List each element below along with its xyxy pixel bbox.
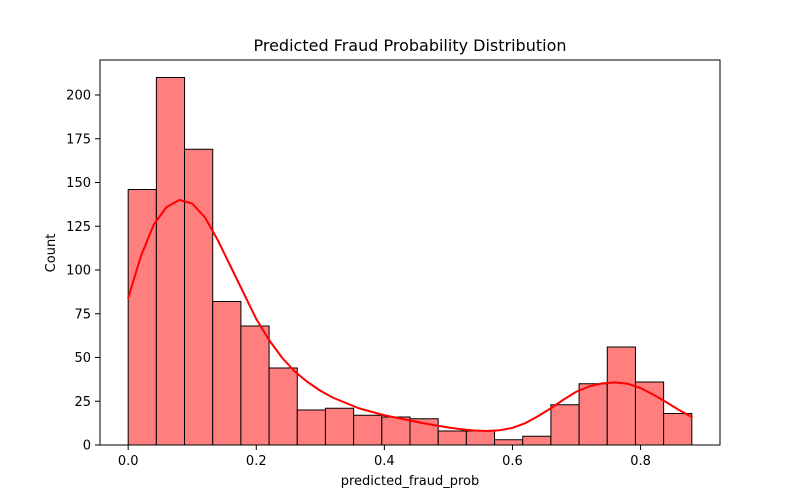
histogram-bar (324, 407, 355, 446)
histogram-bar (353, 414, 383, 446)
x-tick-label: 0.8 (630, 454, 651, 469)
x-tick-label: 0.6 (502, 454, 523, 469)
y-tick-label: 50 (74, 351, 91, 366)
x-tick-label: 0.0 (118, 454, 139, 469)
x-axis-label: predicted_fraud_prob (341, 474, 480, 489)
histogram-bar (465, 430, 496, 446)
histogram-bar (212, 301, 242, 446)
kde-curve (127, 199, 693, 432)
histogram-bar (381, 416, 411, 446)
y-tick-label: 125 (66, 220, 91, 235)
histogram-bar (522, 435, 552, 446)
histogram-bar (550, 404, 580, 446)
y-tick-label: 200 (66, 89, 91, 104)
histogram-bar (494, 439, 524, 446)
y-tick-label: 75 (74, 307, 91, 322)
histogram-bar (606, 346, 636, 446)
y-tick-label: 0 (83, 439, 91, 454)
y-axis-label: Count (44, 234, 59, 273)
plot-frame (99, 59, 721, 446)
x-tick-label: 0.2 (246, 454, 267, 469)
histogram-bar (296, 409, 326, 446)
y-tick-label: 25 (74, 395, 91, 410)
y-tick-label: 175 (66, 132, 91, 147)
histogram-bar (268, 367, 298, 446)
y-tick-label: 100 (66, 264, 91, 279)
histogram-bar (155, 77, 186, 446)
y-tick-label: 150 (66, 176, 91, 191)
histogram-bar (184, 148, 214, 446)
histogram-bar (437, 430, 467, 446)
histogram-bar (240, 325, 270, 446)
histogram-bar (663, 413, 693, 446)
x-tick-label: 0.4 (374, 454, 395, 469)
kde-curve-group (127, 199, 693, 432)
x-axis: 0.0 0.2 0.4 0.6 0.8 (118, 445, 651, 469)
y-axis: 0 25 50 75 100 125 150 175 200 (66, 89, 100, 454)
histogram-bar (634, 381, 665, 446)
chart-title: Predicted Fraud Probability Distribution (253, 36, 566, 55)
histogram-bars (127, 77, 693, 446)
histogram-bar (578, 383, 608, 446)
